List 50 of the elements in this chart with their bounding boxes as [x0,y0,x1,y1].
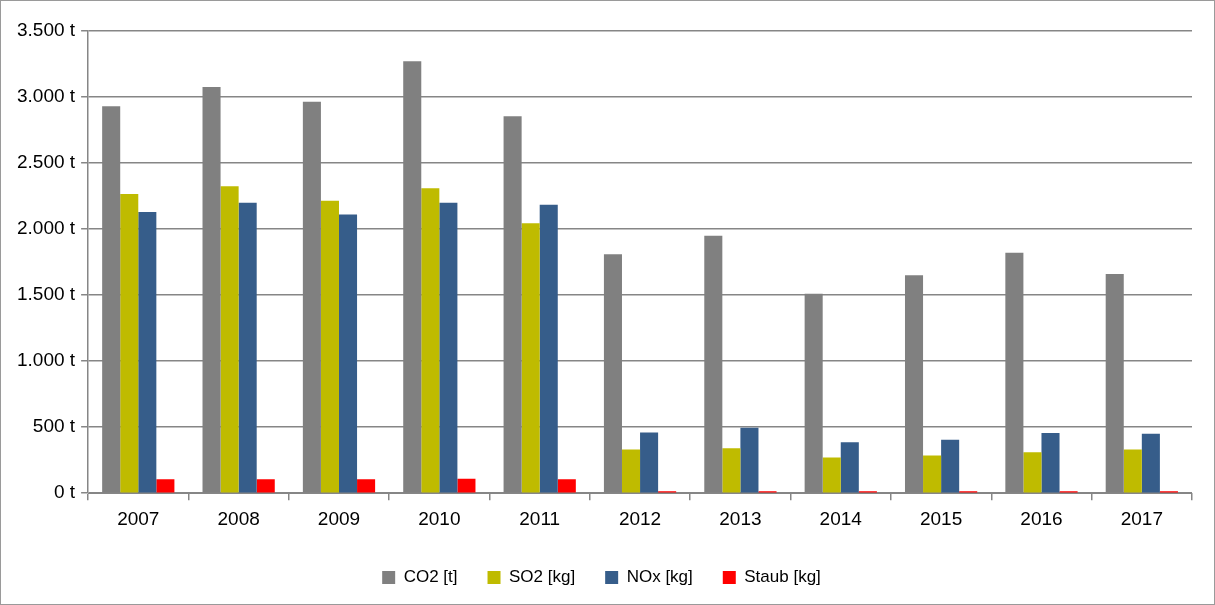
x-tick-label: 2009 [317,507,361,529]
legend-label: Staub [kg] [744,567,821,587]
y-tick-label: 500 t [32,415,76,437]
bar [923,455,942,493]
x-tick-label: 2015 [919,507,963,529]
bar [457,478,476,493]
bar [138,211,157,493]
bar [156,479,175,493]
y-tick-label: 3.500 t [16,19,76,41]
legend-label: SO2 [kg] [509,567,576,587]
x-tick-label: 2010 [418,507,461,529]
bar [521,223,540,493]
bar [840,442,859,493]
bar [822,457,841,493]
bar [357,479,376,493]
bar [338,214,358,493]
y-tick-label: 1.000 t [16,349,76,371]
x-tick-label: 2013 [719,507,762,529]
x-tick-label: 2012 [618,507,662,529]
legend-label: CO2 [t] [403,567,458,587]
bar [640,432,659,493]
x-tick-label: 2011 [519,507,561,529]
y-tick-label: 0 t [53,481,76,503]
bar [220,186,239,493]
x-tick-label: 2017 [1120,507,1163,529]
bar [1023,452,1042,493]
bar [1041,433,1060,493]
bar [421,188,440,493]
x-tick-label: 2008 [217,507,260,529]
bar [238,202,257,493]
x-tick-label: 2007 [117,507,160,529]
bar [941,439,960,493]
bar [120,194,139,493]
bar [557,479,576,493]
bar [1141,433,1160,493]
bar [256,479,275,493]
x-tick-label: 2014 [819,507,863,529]
bar [320,200,339,493]
x-tick-label: 2016 [1020,507,1063,529]
y-tick-label: 2.000 t [16,217,76,239]
bar [439,202,458,493]
y-tick-label: 1.500 t [16,283,76,305]
y-tick-label: 2.500 t [16,151,76,173]
bar [1123,449,1142,493]
bar [722,448,741,493]
bar [740,427,759,493]
legend-label: NOx [kg] [626,567,693,587]
bar [621,449,641,493]
y-tick-label: 3.000 t [16,85,76,107]
bar [539,204,558,493]
